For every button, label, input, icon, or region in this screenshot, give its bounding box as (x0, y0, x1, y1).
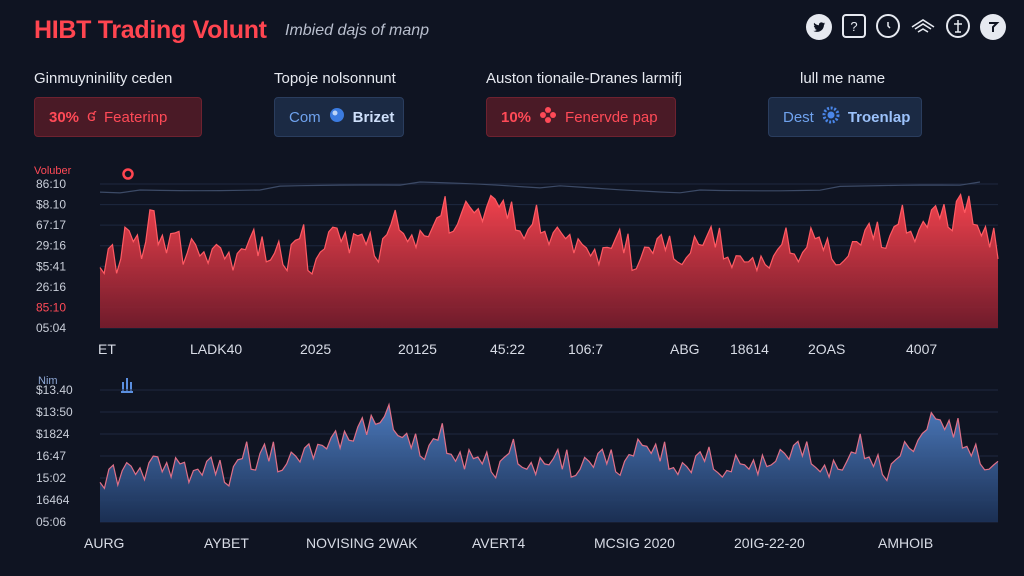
x-tick-label: AMHOIB (878, 535, 933, 551)
card-label: lull me name (800, 70, 886, 87)
y-axis-label: Nim (38, 375, 58, 387)
stat-pill[interactable]: 30% ʛ Featerinp (34, 97, 202, 137)
stat-value: 30% (49, 108, 80, 126)
x-tick-label: 20IG-22-20 (734, 535, 805, 551)
volume-chart-red: Voluber 86:10 $8.10 67:17 29:16 $5:41 26:16 85… (34, 165, 999, 357)
twitter-icon[interactable] (806, 14, 832, 40)
y-tick-label: $13:50 (36, 405, 73, 419)
x-tick-label: LADK40 (190, 341, 242, 357)
card-label: Auston tionaile-Dranes larmifj (486, 70, 682, 87)
header-icons: ? (806, 14, 1006, 40)
card-label: Topoje nolsonnunt (274, 70, 396, 87)
stat-value: Com (289, 108, 321, 126)
x-tick-label: ABG (670, 341, 700, 357)
stat-pill[interactable]: 10% Fenervde pap (486, 97, 676, 137)
series-area (100, 404, 998, 522)
y-tick-label: 86:10 (36, 177, 66, 191)
y-tick-label: 85:10 (36, 300, 66, 314)
y-tick-label: 15:02 (36, 471, 66, 485)
stat-card-3: Auston tionaile-Dranes larmifj 10% Fener… (486, 70, 682, 137)
help-icon[interactable] (980, 14, 1006, 40)
x-tick-label: 106:7 (568, 341, 603, 357)
bar-chart-icon[interactable] (121, 378, 133, 393)
x-tick-label: 4007 (906, 341, 937, 357)
record-icon[interactable] (122, 168, 134, 180)
x-tick-label: AURG (84, 535, 124, 551)
x-tick-label: AYBET (204, 535, 249, 551)
user-icon[interactable] (946, 14, 970, 38)
stat-text: Brizet (352, 108, 395, 126)
stat-pill[interactable]: Com Brizet (274, 97, 404, 137)
clock-icon[interactable] (876, 14, 900, 38)
x-tick-label: NOVISING 2WAK (306, 535, 418, 551)
stat-text: Troenlap (847, 108, 911, 126)
x-tick-label: 2025 (300, 341, 331, 357)
x-tick-label: 2OAS (808, 341, 845, 357)
series-line (99, 193, 999, 276)
gear-icon (822, 106, 840, 129)
y-tick-label: $5:41 (36, 259, 66, 273)
stat-card-4: lull me name Dest Troenlap (768, 70, 922, 137)
page-title: HIBT Trading Volunt (34, 16, 267, 44)
stat-card-2: Topoje nolsonnunt Com Brizet (274, 70, 404, 137)
y-tick-label: 16:47 (36, 449, 66, 463)
header: HIBT Trading Volunt Imbied dajs of manp … (0, 0, 1024, 60)
y-tick-label: 16464 (36, 493, 70, 507)
stat-text: Featerinp (103, 108, 168, 126)
page-subtitle: Imbied dajs of manp (285, 22, 430, 39)
y-tick-label: 29:16 (36, 239, 66, 253)
x-tick-label: AVERT4 (472, 535, 525, 551)
stat-value: Dest (783, 108, 814, 126)
series-area (100, 194, 998, 328)
stat-card-1: Ginmuyninility ceden 30% ʛ Featerinp (34, 70, 202, 137)
spiral-icon: ʛ (87, 108, 96, 125)
flower-icon (539, 106, 557, 129)
x-tick-label: 45:22 (490, 341, 525, 357)
layers-icon[interactable] (910, 14, 936, 40)
series-line (99, 402, 999, 490)
stat-pill[interactable]: Dest Troenlap (768, 97, 922, 137)
card-label: Ginmuyninility ceden (34, 70, 173, 87)
y-tick-label: $8.10 (36, 198, 66, 212)
y-axis-label: Voluber (34, 165, 72, 177)
stat-value: 10% (501, 108, 532, 126)
y-tick-label: 26:16 (36, 280, 66, 294)
coin-icon (329, 107, 345, 128)
background-trend-line (99, 181, 981, 194)
y-tick-label: 67:17 (36, 218, 66, 232)
x-tick-label: MCSIG 2020 (594, 535, 675, 551)
x-tick-label: ET (98, 341, 116, 357)
share-icon[interactable]: ? (842, 14, 866, 38)
y-tick-label: 05:04 (36, 321, 66, 335)
y-tick-label: 05:06 (36, 515, 66, 529)
x-tick-label: 20125 (398, 341, 437, 357)
y-tick-label: $1824 (36, 427, 70, 441)
stat-text: Fenervde pap (565, 108, 658, 126)
x-tick-label: 18614 (730, 341, 769, 357)
volume-chart-blue: Nim $13.40 $13:50 $1824 16:47 15:02 16464 05:0… (36, 375, 999, 551)
y-tick-label: $13.40 (36, 383, 73, 397)
